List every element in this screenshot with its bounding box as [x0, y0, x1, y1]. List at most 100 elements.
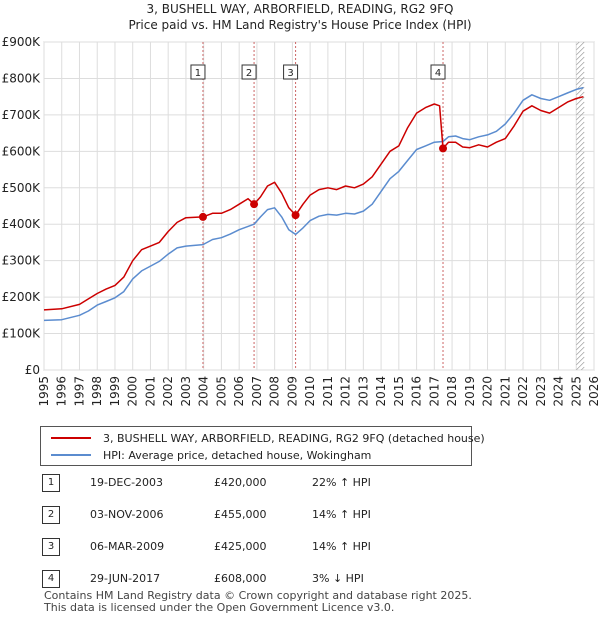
hatch-stroke: [576, 301, 585, 311]
hatch-stroke: [576, 346, 585, 356]
transaction-number: 2: [42, 506, 60, 524]
legend: 3, BUSHELL WAY, ARBORFIELD, READING, RG2…: [40, 426, 485, 466]
hatch-stroke: [576, 251, 585, 261]
hatch-stroke: [576, 56, 585, 66]
hatch-stroke: [576, 351, 585, 361]
y-axis: £0 £100K £200K £300K £400K £500K £600K £700K £80…: [2, 35, 42, 377]
plot-area: [43, 41, 595, 371]
hatch-stroke: [576, 236, 585, 246]
table-row: 4 29-JUN-2017 £608,000 3% ↓ HPI: [42, 570, 462, 588]
hatch-stroke: [576, 46, 585, 56]
y-tick-label: £300K: [2, 254, 42, 268]
hatch-stroke: [576, 176, 585, 186]
hatch-stroke: [576, 221, 585, 231]
x-tick-label: 2015: [392, 376, 406, 407]
x-tick-label: 2022: [516, 376, 530, 407]
hatch-stroke: [576, 76, 585, 86]
chart-title: 3, BUSHELL WAY, ARBORFIELD, READING, RG2…: [147, 2, 454, 16]
hatch-stroke: [576, 196, 585, 206]
x-tick-label: 2012: [339, 376, 353, 407]
x-tick-label: 2024: [552, 376, 566, 407]
transaction-date: 19-DEC-2003: [90, 476, 164, 489]
x-tick-label: 2011: [321, 376, 335, 407]
x-tick-label: 2023: [534, 376, 548, 407]
hatch-stroke: [576, 146, 585, 156]
footer: Contains HM Land Registry data © Crown c…: [44, 590, 472, 614]
transaction-hpi: 3% ↓ HPI: [312, 572, 364, 585]
hatch-stroke: [576, 356, 585, 366]
y-tick-label: £600K: [2, 144, 42, 158]
x-tick-label: 2010: [303, 376, 317, 407]
x-tick-label: 2019: [463, 376, 477, 407]
hatch-stroke: [576, 201, 585, 211]
legend-swatch-hpi: [51, 454, 91, 456]
hatch-stroke: [576, 66, 585, 76]
hatch-stroke: [576, 361, 585, 370]
hatch-stroke: [576, 286, 585, 296]
legend-item-property: 3, BUSHELL WAY, ARBORFIELD, READING, RG2…: [51, 430, 485, 446]
legend-label-property: 3, BUSHELL WAY, ARBORFIELD, READING, RG2…: [103, 431, 485, 445]
y-tick-label: £700K: [2, 108, 42, 122]
marker-labels: 1 2 3 4: [190, 64, 446, 80]
hatch-stroke: [576, 326, 585, 336]
x-tick-label: 2017: [427, 376, 441, 407]
hatch-stroke: [576, 161, 585, 171]
grid: [43, 41, 595, 371]
hatch-stroke: [576, 231, 585, 241]
x-tick-label: 2008: [268, 376, 282, 407]
footer-licence: This data is licensed under the Open Gov…: [44, 601, 395, 614]
table-row: 2 03-NOV-2006 £455,000 14% ↑ HPI: [42, 506, 462, 524]
hatch-stroke: [576, 136, 585, 146]
hatch-stroke: [576, 106, 585, 116]
x-tick-label: 2007: [250, 376, 264, 407]
marker-box: [241, 64, 257, 80]
hatch-stroke: [576, 141, 585, 151]
hatch-stroke: [576, 32, 584, 40]
x-tick-label: 2016: [410, 376, 424, 407]
hatch-stroke: [576, 96, 585, 106]
hatch-stroke: [576, 171, 585, 181]
marker-label: 2: [246, 68, 252, 79]
sale-points: [198, 144, 448, 221]
hatch-stroke: [576, 61, 585, 71]
x-tick-label: 1996: [55, 376, 69, 407]
transaction-date: 29-JUN-2017: [90, 572, 161, 585]
hatch-stroke: [576, 27, 584, 35]
x-tick-label: 2000: [126, 376, 140, 407]
transaction-hpi: 14% ↑ HPI: [312, 540, 371, 553]
transaction-price: £455,000: [214, 508, 267, 521]
hatch-stroke: [576, 341, 585, 351]
hatch-stroke: [576, 306, 585, 316]
marker-label: 3: [287, 68, 293, 79]
x-tick-label: 1997: [72, 376, 86, 407]
transaction-hpi: 22% ↑ HPI: [312, 476, 371, 489]
hatch-stroke: [576, 271, 585, 281]
hatch-stroke: [576, 156, 585, 166]
hatch-stroke: [576, 71, 585, 81]
y-tick-label: £500K: [2, 181, 42, 195]
x-tick-label: 2014: [374, 376, 388, 407]
transaction-price: £420,000: [214, 476, 267, 489]
y-tick-label: £0: [25, 363, 40, 377]
legend-swatch-property: [51, 437, 91, 439]
transaction-number: 1: [42, 474, 60, 492]
marker-label: 4: [435, 68, 441, 79]
property-line: [43, 95, 584, 311]
hatch-stroke: [576, 291, 585, 301]
hatch-stroke: [576, 111, 585, 121]
legend-item-hpi: HPI: Average price, detached house, Woki…: [51, 447, 371, 463]
footer-copyright: Contains HM Land Registry data © Crown c…: [44, 589, 472, 602]
hatch-stroke: [576, 216, 585, 226]
hatch-stroke: [576, 151, 585, 161]
hatch-stroke: [576, 131, 585, 141]
transaction-price: £425,000: [214, 540, 267, 553]
marker-box: [190, 64, 206, 80]
x-tick-label: 2013: [356, 376, 370, 407]
x-tick-label: 2003: [179, 376, 193, 407]
marker-label: 1: [195, 68, 201, 79]
hatch-stroke: [576, 321, 585, 331]
hatch-stroke: [576, 256, 585, 266]
hatch-stroke: [576, 22, 584, 30]
hatch-stroke: [576, 191, 585, 201]
hpi-line: [43, 86, 584, 322]
